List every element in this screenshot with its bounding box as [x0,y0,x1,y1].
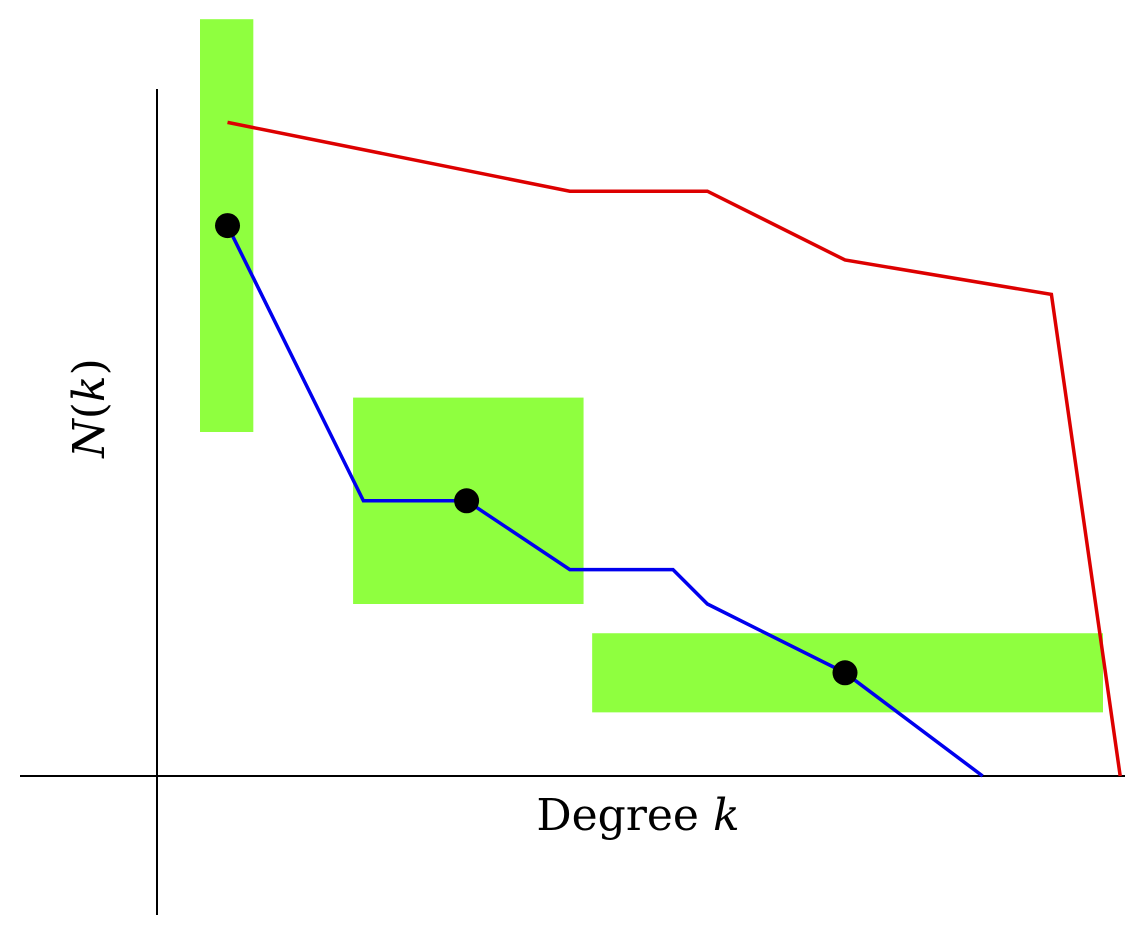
x-axis-label-text: Degree [536,790,699,841]
series-lines [225,120,1122,778]
data-point-3 [832,660,858,686]
data-point-2 [454,488,480,514]
y-axis-label-var: N [64,418,115,459]
highlight-regions [200,19,1103,713]
series-line-2 [225,224,984,778]
x-axis-label: Degree k [536,790,739,841]
y-axis-label: N(k) [64,358,115,459]
x-axis-label-var: k [713,790,740,841]
y-axis-label-arg: k [64,375,115,402]
data-markers [215,213,858,686]
series-line-1 [227,120,1122,777]
data-point-1 [215,213,241,239]
